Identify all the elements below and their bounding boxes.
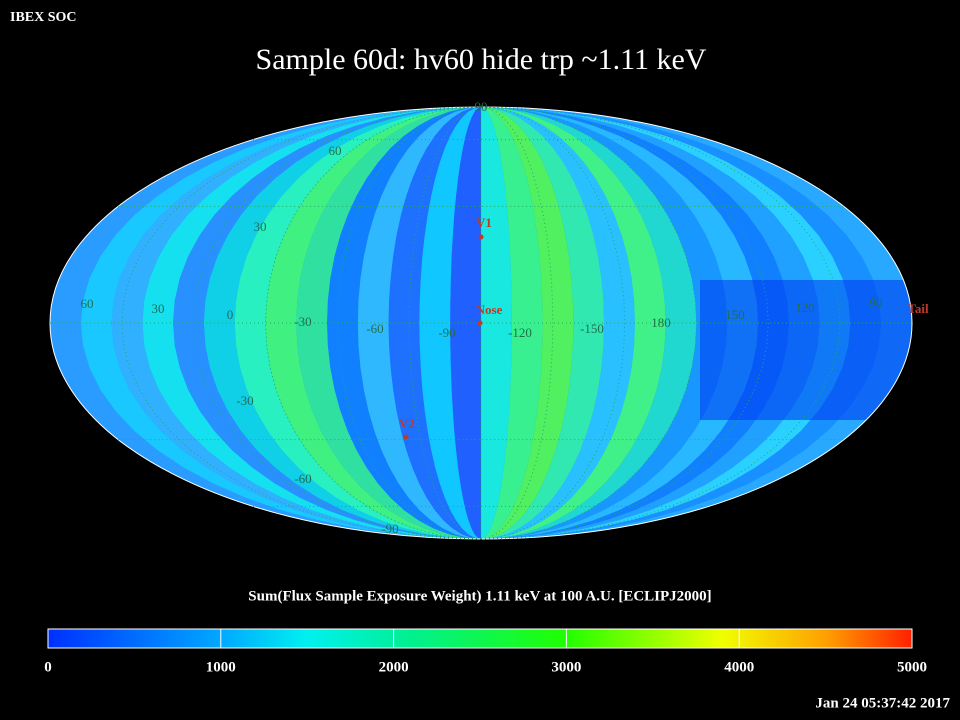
colorbar-tick-label: 1000: [206, 659, 236, 675]
flux-band: [481, 107, 666, 539]
longitude-label: -150: [580, 321, 604, 336]
latitude-label: -90: [381, 521, 398, 536]
flux-band: [265, 107, 481, 539]
colorbar-tick-label: 2000: [379, 659, 409, 675]
marker-label: V1: [476, 215, 492, 230]
colorbar-ticks: 0 1000 2000 3000 4000 5000: [44, 629, 927, 675]
colorbar-tick-label: 5000: [897, 659, 927, 675]
flux-band: [481, 107, 635, 539]
marker-dot: [477, 320, 483, 326]
marker-label: V2: [399, 416, 415, 431]
marker-label: Tail: [907, 301, 929, 316]
marker-dot: [403, 434, 409, 440]
longitude-label: -30: [294, 314, 311, 329]
marker-label: Nose: [476, 302, 503, 317]
graticule-line: [264, 106, 482, 540]
title: Sample 60d: hv60 hide trp ~1.11 keV: [256, 43, 707, 76]
longitude-label: 0: [227, 307, 234, 322]
graticule-line: [480, 106, 698, 540]
colorbar-tick-label: 3000: [551, 659, 581, 675]
flux-band: [481, 107, 605, 539]
flux-band: [388, 107, 481, 539]
longitude-label: 30: [152, 301, 165, 316]
colorbar-tick-label: 0: [44, 659, 52, 675]
colorbar-label: Sum(Flux Sample Exposure Weight) 1.11 ke…: [248, 588, 711, 604]
graticule-line: [408, 106, 482, 540]
flux-band: [481, 107, 697, 539]
latitude-label: -60: [294, 471, 311, 486]
graticule-line: [480, 106, 554, 540]
latitude-label: 90: [475, 99, 488, 114]
flux-band: [357, 107, 481, 539]
longitude-label: 180: [651, 315, 671, 330]
longitude-label: 120: [795, 300, 815, 315]
longitude-label: -120: [508, 325, 532, 340]
flux-band: [327, 107, 481, 539]
longitude-label: -60: [366, 321, 383, 336]
latitude-label: 60: [329, 143, 342, 158]
latitude-label: -30: [236, 393, 253, 408]
timestamp: Jan 24 05:37:42 2017: [815, 695, 950, 711]
low-flux-region: [700, 280, 912, 420]
flux-band: [450, 107, 481, 539]
longitude-label: 150: [725, 307, 745, 322]
colorbar: [47, 628, 913, 649]
flux-band: [481, 107, 574, 539]
latitude-label: 30: [254, 219, 267, 234]
longitude-label: 90: [870, 295, 883, 310]
map-overlay: 60 30 0 -30 -60 -90 -120 -150 180 150 120 90 90 60 30 -…: [50, 99, 929, 540]
longitude-label: 60: [81, 296, 94, 311]
longitude-label: -90: [438, 325, 455, 340]
flux-band: [481, 107, 543, 539]
flux-band: [481, 107, 512, 539]
colorbar-tick-label: 4000: [724, 659, 754, 675]
source-label: IBEX SOC: [10, 10, 77, 25]
marker-dot: [478, 234, 484, 240]
flux-band: [296, 107, 481, 539]
